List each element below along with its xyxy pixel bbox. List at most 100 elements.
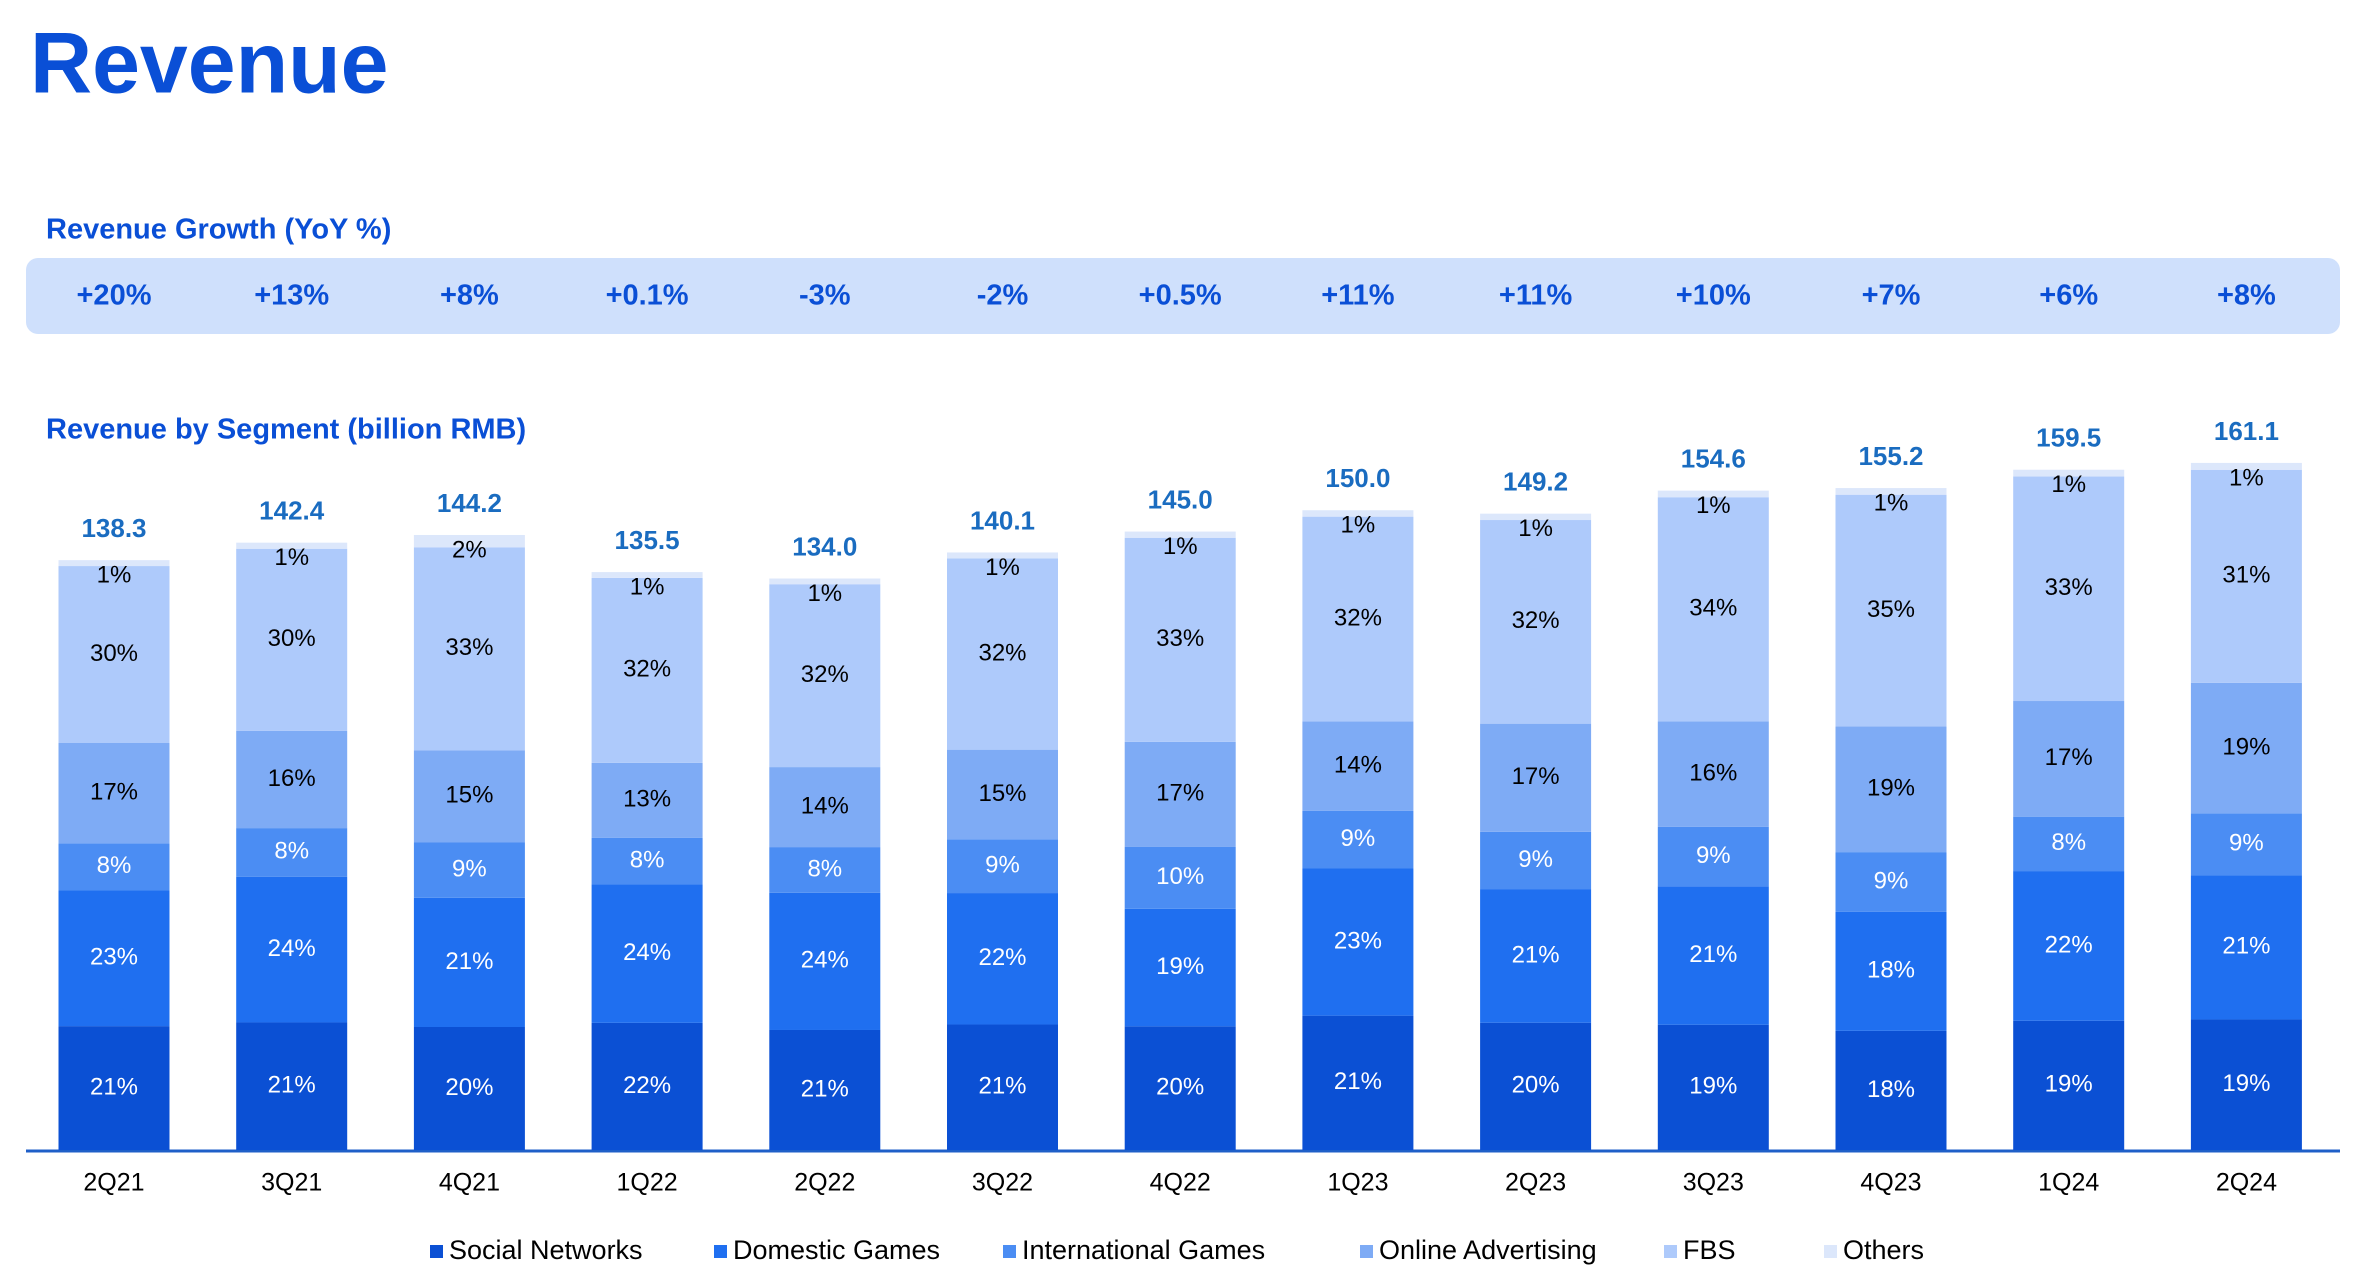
segment-label: 33%: [1156, 625, 1204, 652]
bar-segment: [413, 842, 525, 898]
bar-segment: [947, 1024, 1058, 1150]
x-tick-label: 3Q22: [972, 1169, 1033, 1197]
growth-label: +6%: [2039, 280, 2098, 312]
x-tick-label: 2Q24: [2216, 1169, 2277, 1197]
total-label: 135.5: [615, 525, 680, 555]
segment-label: 8%: [630, 846, 665, 873]
growth-label: -3%: [799, 280, 851, 312]
segment-label: 24%: [801, 947, 849, 974]
bar-segment: [947, 893, 1058, 1025]
total-label: 142.4: [259, 496, 325, 526]
segment-label: 8%: [807, 855, 842, 882]
total-label: 159.5: [2036, 423, 2101, 453]
bar-segment: [1657, 490, 1769, 498]
segment-label: 13%: [623, 786, 671, 813]
bar-segment: [1657, 886, 1769, 1025]
bar-segment: [1835, 488, 1947, 495]
bar-segment: [591, 884, 703, 1023]
segment-label: 1%: [274, 544, 309, 571]
segment-label: 21%: [978, 1073, 1026, 1100]
legend-swatch: [1360, 1245, 1373, 1258]
segment-label: 32%: [623, 656, 671, 683]
bar-segment: [1302, 1015, 1414, 1150]
bar-segment: [1480, 520, 1592, 724]
legend-label: Others: [1843, 1235, 1924, 1265]
bar-segment: [1302, 868, 1414, 1016]
bar-segment: [2190, 1019, 2302, 1150]
segment-label: 14%: [1334, 751, 1382, 778]
segment-label: 21%: [90, 1073, 138, 1100]
segment-label: 21%: [1689, 941, 1737, 968]
bar-segment: [591, 577, 703, 763]
bar-segment: [591, 762, 703, 838]
segment-label: 1%: [1874, 489, 1909, 516]
segment-label: 31%: [2222, 562, 2270, 589]
bar-segment: [1657, 497, 1769, 722]
segment-label: 1%: [630, 573, 665, 600]
bar-segment: [236, 1022, 348, 1150]
segment-label: 19%: [1867, 775, 1915, 802]
segment-label: 23%: [90, 944, 138, 971]
bar-segment: [769, 578, 881, 585]
segment-label: 18%: [1867, 1076, 1915, 1103]
segment-label: 1%: [807, 580, 842, 607]
segment-label: 34%: [1689, 595, 1737, 622]
total-label: 155.2: [1858, 441, 1923, 471]
segment-label: 1%: [2051, 471, 2086, 498]
bar-segment: [58, 890, 170, 1027]
bar-segment: [236, 876, 348, 1023]
segment-label: 15%: [445, 782, 493, 809]
bar-segment: [1302, 516, 1414, 722]
total-label: 144.2: [437, 488, 502, 518]
growth-label: +11%: [1499, 280, 1573, 312]
legend-swatch: [1824, 1245, 1837, 1258]
segment-label: 30%: [268, 625, 316, 652]
bar-segment: [1480, 723, 1592, 832]
bar-segment: [1835, 852, 1947, 912]
bar-segment: [1124, 1026, 1236, 1150]
segment-label: 21%: [1512, 941, 1560, 968]
growth-label: -2%: [977, 280, 1029, 312]
bar-segment: [1835, 911, 1947, 1031]
bar-segment: [1302, 810, 1414, 869]
bar-segment: [1124, 846, 1236, 909]
segment-label: 1%: [1341, 512, 1376, 539]
bar-segment: [769, 1029, 881, 1150]
bar-segment: [1480, 831, 1592, 890]
x-tick-label: 4Q23: [1860, 1169, 1921, 1197]
segment-label: 32%: [1512, 607, 1560, 634]
segment-label: 21%: [445, 948, 493, 975]
bar-segment: [1657, 826, 1769, 887]
growth-label: +0.5%: [1139, 280, 1222, 312]
segment-label: 19%: [1689, 1073, 1737, 1100]
segment-label: 17%: [90, 778, 138, 805]
growth-label: +13%: [254, 280, 329, 312]
growth-label: +8%: [2217, 280, 2276, 312]
bar-segment: [236, 730, 348, 829]
bar-segment: [1124, 531, 1236, 538]
bar-segment: [58, 843, 170, 891]
segment-label: 9%: [1341, 825, 1376, 852]
bar-segment: [769, 847, 881, 893]
bar-segment: [2013, 816, 2125, 872]
x-tick-label: 3Q23: [1683, 1169, 1744, 1197]
segment-label: 21%: [2222, 933, 2270, 960]
segment-label: 1%: [2229, 464, 2264, 491]
segment-label: 15%: [978, 780, 1026, 807]
legend-swatch: [1003, 1245, 1016, 1258]
legend-swatch: [1664, 1245, 1677, 1258]
segment-label: 9%: [2229, 830, 2264, 857]
segment-label: 9%: [452, 856, 487, 883]
bar-segment: [1480, 513, 1592, 521]
total-label: 150.0: [1325, 463, 1390, 493]
bar-segment: [2013, 871, 2125, 1021]
segment-label: 22%: [623, 1072, 671, 1099]
legend-label: FBS: [1683, 1235, 1736, 1265]
bar-segment: [2013, 476, 2125, 702]
segment-label: 19%: [2222, 733, 2270, 760]
segment-label: 17%: [1512, 763, 1560, 790]
total-label: 134.0: [792, 531, 857, 561]
x-tick-label: 2Q21: [83, 1169, 144, 1197]
bar-segment: [1124, 908, 1236, 1027]
segment-label: 19%: [2222, 1070, 2270, 1097]
